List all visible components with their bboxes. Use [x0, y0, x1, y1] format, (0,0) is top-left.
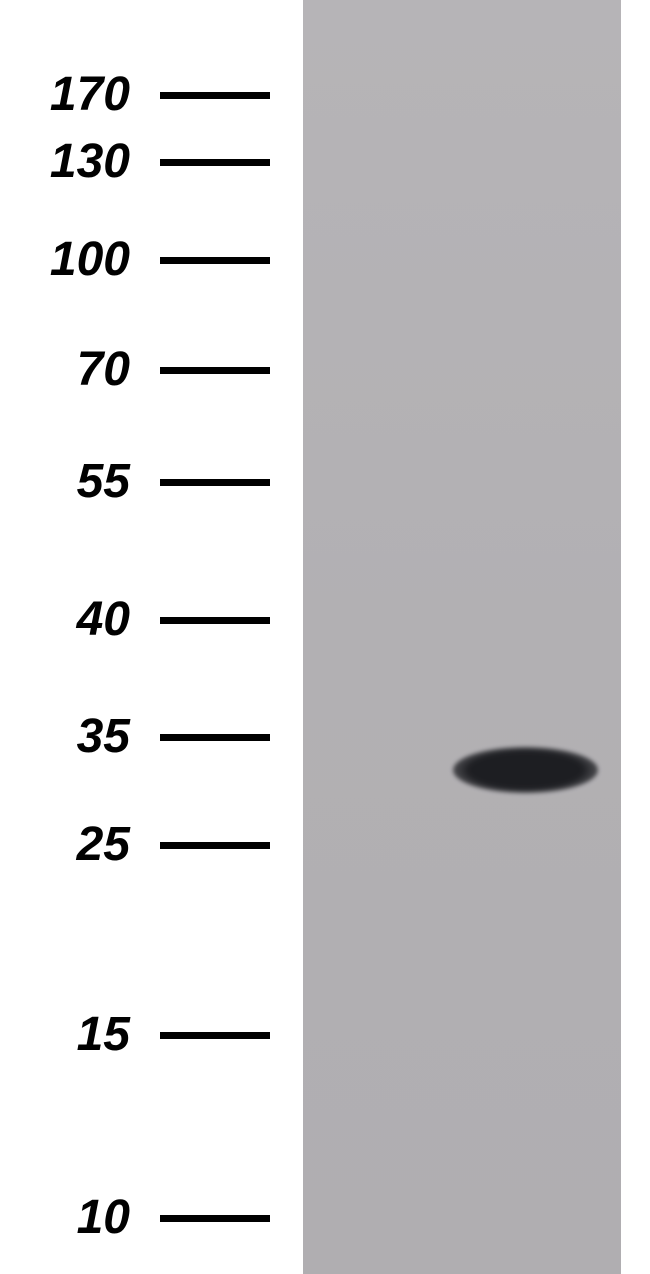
ladder-label: 40	[0, 596, 130, 644]
band-lane-2-sample-32kDa	[453, 747, 598, 793]
ladder-label: 170	[0, 71, 130, 119]
ladder-label: 25	[0, 821, 130, 869]
ladder-marker-55: 55	[0, 458, 270, 506]
molecular-weight-ladder: 170 130 100 70 55 40 35 25 15 10	[0, 0, 300, 1274]
ladder-label: 10	[0, 1194, 130, 1242]
ladder-marker-15: 15	[0, 1011, 270, 1059]
ladder-label: 35	[0, 713, 130, 761]
ladder-label: 130	[0, 138, 130, 186]
ladder-label: 100	[0, 236, 130, 284]
ladder-marker-130: 130	[0, 138, 270, 186]
ladder-tick	[160, 479, 270, 486]
ladder-tick	[160, 617, 270, 624]
ladder-tick	[160, 92, 270, 99]
ladder-label: 70	[0, 346, 130, 394]
ladder-tick	[160, 257, 270, 264]
ladder-marker-25: 25	[0, 821, 270, 869]
ladder-marker-100: 100	[0, 236, 270, 284]
ladder-tick	[160, 1032, 270, 1039]
ladder-marker-70: 70	[0, 346, 270, 394]
ladder-marker-170: 170	[0, 71, 270, 119]
ladder-tick	[160, 734, 270, 741]
blot-panel	[303, 0, 621, 1274]
ladder-label: 55	[0, 458, 130, 506]
ladder-tick	[160, 159, 270, 166]
ladder-tick	[160, 367, 270, 374]
ladder-marker-35: 35	[0, 713, 270, 761]
ladder-label: 15	[0, 1011, 130, 1059]
ladder-tick	[160, 842, 270, 849]
ladder-marker-40: 40	[0, 596, 270, 644]
ladder-marker-10: 10	[0, 1194, 270, 1242]
ladder-tick	[160, 1215, 270, 1222]
